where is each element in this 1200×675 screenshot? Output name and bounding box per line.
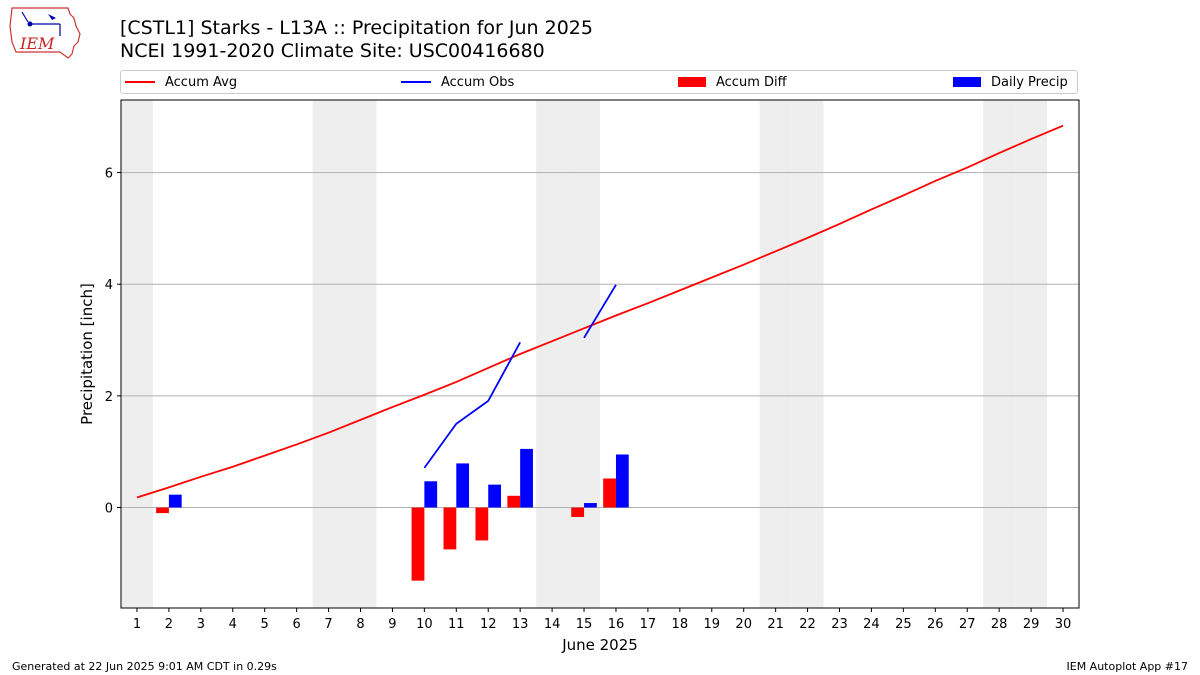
weekend-shade-day-14	[536, 100, 569, 608]
x-tick-label-29: 29	[1023, 617, 1040, 632]
logo-lettering: IEM	[19, 34, 55, 53]
x-tick-label-11: 11	[448, 617, 465, 632]
diff-bar-day-2	[156, 507, 169, 514]
accum-obs-line-2	[583, 284, 617, 339]
diff-bar-day-16	[603, 478, 616, 508]
x-tick-label-25: 25	[895, 617, 912, 632]
x-tick-label-5: 5	[261, 617, 269, 632]
y-tick-label-4: 4	[105, 278, 113, 293]
chart-title: [CSTL1] Starks - L13A :: Precipitation f…	[120, 17, 593, 39]
x-tick-label-4: 4	[229, 617, 237, 632]
x-tick-label-13: 13	[512, 617, 529, 632]
legend-label-accum-diff: Accum Diff	[716, 74, 787, 90]
x-tick-label-10: 10	[416, 617, 433, 632]
daily-bar-day-15	[584, 503, 597, 508]
x-tick-label-30: 30	[1055, 617, 1072, 632]
weekend-shade-day-29	[1015, 100, 1048, 608]
y-axis-label: Precipitation [inch]	[78, 283, 96, 425]
app-note: IEM Autoplot App #17	[1066, 660, 1189, 673]
x-tick-label-24: 24	[863, 617, 880, 632]
legend-item-daily-precip: Daily Precip	[953, 71, 1068, 93]
legend-item-accum-avg: Accum Avg	[125, 71, 237, 93]
x-tick-label-3: 3	[197, 617, 205, 632]
x-tick-label-22: 22	[799, 617, 816, 632]
x-tick-label-12: 12	[480, 617, 497, 632]
weekend-shade-day-1	[121, 100, 153, 608]
legend-swatch-accum-avg	[125, 81, 155, 83]
diff-bar-day-13	[507, 495, 521, 508]
x-tick-label-7: 7	[324, 617, 332, 632]
diff-bar-day-10	[411, 507, 425, 581]
y-tick-label-6: 6	[105, 167, 113, 182]
y-tick-label-0: 0	[105, 502, 113, 517]
x-tick-label-17: 17	[640, 617, 657, 632]
weekend-shade-day-7	[312, 100, 345, 608]
weekend-shade-day-15	[568, 100, 600, 608]
legend: Accum Avg Accum Obs Accum Diff Daily Pre…	[120, 70, 1078, 94]
x-tick-label-23: 23	[831, 617, 848, 632]
legend-label-accum-obs: Accum Obs	[441, 74, 515, 90]
x-tick-label-21: 21	[767, 617, 784, 632]
daily-bar-day-11	[456, 463, 470, 508]
generated-note: Generated at 22 Jun 2025 9:01 AM CDT in …	[12, 660, 277, 673]
weekend-shade-day-21	[759, 100, 792, 608]
x-tick-label-28: 28	[991, 617, 1008, 632]
legend-label-daily-precip: Daily Precip	[991, 74, 1068, 90]
daily-bar-day-12	[488, 484, 502, 508]
legend-swatch-accum-diff	[678, 77, 706, 87]
weekend-shade-day-22	[791, 100, 824, 608]
legend-label-accum-avg: Accum Avg	[165, 74, 238, 90]
x-tick-label-26: 26	[927, 617, 944, 632]
legend-item-accum-obs: Accum Obs	[401, 71, 514, 93]
x-tick-label-6: 6	[292, 617, 300, 632]
diff-bar-day-15	[571, 507, 585, 518]
x-tick-label-2: 2	[165, 617, 173, 632]
diff-bar-day-11	[443, 507, 457, 550]
legend-swatch-daily-precip	[953, 77, 981, 87]
legend-item-accum-diff: Accum Diff	[678, 71, 787, 93]
weekend-shade-day-28	[983, 100, 1016, 608]
accum-avg-line	[136, 124, 1064, 499]
x-tick-label-1: 1	[133, 617, 141, 632]
legend-swatch-accum-obs	[401, 81, 431, 83]
chart-subtitle: NCEI 1991-2020 Climate Site: USC00416680	[120, 40, 545, 62]
x-tick-label-19: 19	[703, 617, 720, 632]
daily-bar-day-13	[520, 448, 533, 508]
x-tick-label-14: 14	[544, 617, 561, 632]
x-tick-label-16: 16	[608, 617, 625, 632]
accum-obs-line-1	[423, 341, 521, 469]
x-axis-label: June 2025	[561, 636, 638, 654]
x-tick-label-18: 18	[672, 617, 689, 632]
x-tick-label-8: 8	[356, 617, 364, 632]
daily-bar-day-2	[168, 494, 182, 508]
x-tick-label-9: 9	[388, 617, 396, 632]
iem-logo: IEM	[9, 7, 81, 59]
x-tick-label-20: 20	[735, 617, 752, 632]
y-tick-label-2: 2	[105, 390, 113, 405]
weekend-shade-day-8	[344, 100, 377, 608]
x-tick-label-27: 27	[959, 617, 976, 632]
x-tick-label-15: 15	[576, 617, 593, 632]
diff-bar-day-12	[475, 507, 489, 541]
daily-bar-day-10	[424, 481, 438, 508]
daily-bar-day-16	[615, 454, 629, 508]
plot-frame	[120, 99, 1080, 609]
